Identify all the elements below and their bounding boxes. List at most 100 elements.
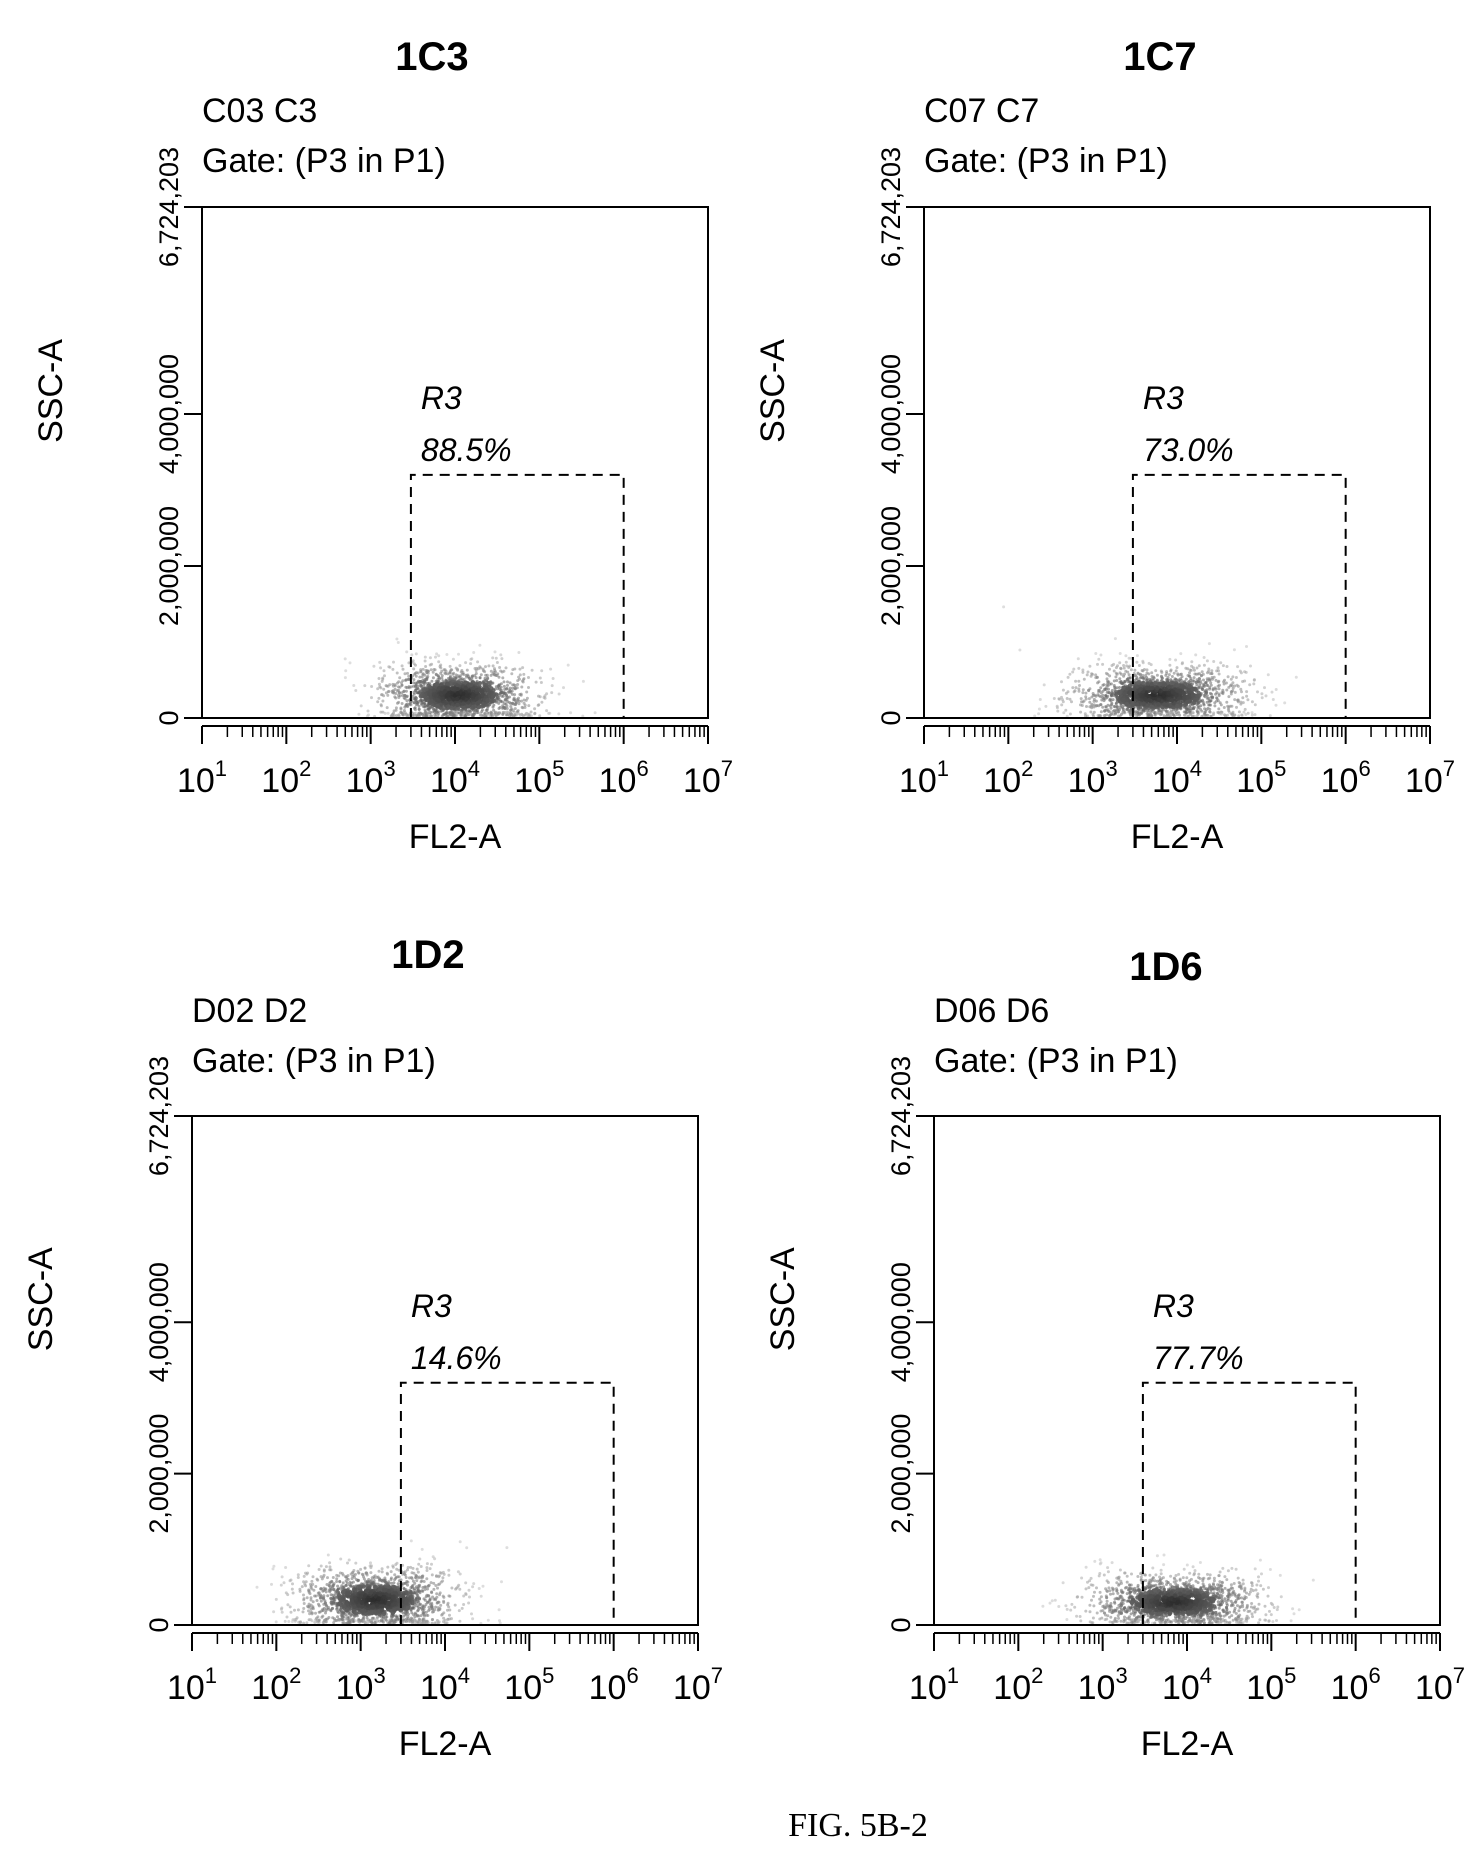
event-dot bbox=[465, 668, 469, 672]
event-dot bbox=[421, 687, 426, 692]
event-dot bbox=[503, 706, 507, 710]
event-dot bbox=[380, 1567, 384, 1571]
event-dot bbox=[444, 679, 448, 683]
event-dot bbox=[409, 685, 413, 689]
event-dot bbox=[491, 664, 495, 668]
event-dot bbox=[434, 1605, 438, 1609]
event-dot bbox=[439, 671, 443, 675]
event-dot bbox=[1106, 709, 1110, 713]
event-dot bbox=[501, 676, 505, 680]
event-dot bbox=[428, 1567, 432, 1571]
event-dot bbox=[347, 1616, 351, 1620]
event-dot bbox=[468, 678, 472, 682]
event-dot bbox=[398, 676, 402, 680]
event-dot bbox=[1225, 688, 1229, 692]
event-dot bbox=[461, 691, 466, 697]
event-dot bbox=[431, 670, 435, 674]
event-dot bbox=[398, 685, 402, 689]
event-dot bbox=[386, 1572, 389, 1576]
event-dot bbox=[414, 711, 418, 715]
event-dot bbox=[438, 1606, 442, 1610]
event-dot bbox=[359, 704, 363, 708]
event-dot bbox=[1082, 677, 1086, 681]
event-dot bbox=[412, 701, 416, 704]
event-dot bbox=[345, 1590, 350, 1596]
event-dot bbox=[434, 655, 437, 659]
event-dot bbox=[517, 712, 521, 716]
event-dot bbox=[510, 707, 514, 711]
event-dot bbox=[1209, 695, 1213, 699]
event-dot bbox=[1123, 672, 1126, 676]
event-dot bbox=[396, 1582, 400, 1586]
event-dot bbox=[510, 712, 514, 716]
event-dot bbox=[409, 1616, 413, 1620]
event-dot bbox=[508, 681, 512, 685]
event-dot bbox=[1099, 714, 1103, 718]
event-dot bbox=[466, 673, 470, 677]
event-dot bbox=[1156, 702, 1161, 707]
event-dot bbox=[374, 1603, 380, 1608]
event-dot bbox=[1202, 693, 1206, 697]
event-dot bbox=[419, 1614, 423, 1618]
event-dot bbox=[1145, 678, 1149, 682]
x-tick-label: 107 bbox=[673, 1663, 723, 1707]
x-axis-label: FL2-A bbox=[399, 1725, 492, 1763]
event-dot bbox=[419, 1580, 423, 1584]
event-dot bbox=[1118, 708, 1122, 712]
event-dot bbox=[428, 688, 433, 694]
event-dot bbox=[466, 704, 471, 709]
event-dot bbox=[274, 1620, 278, 1624]
event-dot bbox=[272, 1564, 276, 1568]
event-dot bbox=[400, 702, 404, 705]
event-dot bbox=[1241, 701, 1245, 705]
event-dot bbox=[458, 664, 462, 668]
event-dot bbox=[517, 696, 520, 700]
event-dot bbox=[366, 709, 370, 713]
event-dot bbox=[1264, 694, 1268, 698]
y-tick-label: 4,000,000 bbox=[154, 354, 184, 474]
event-dot bbox=[402, 1618, 405, 1622]
sample-label: C07 C7 bbox=[924, 92, 1039, 130]
gate-name: R3 bbox=[411, 1288, 452, 1324]
event-dot bbox=[285, 1615, 289, 1619]
event-dot bbox=[442, 1616, 446, 1620]
event-dot bbox=[402, 1587, 406, 1591]
event-dot bbox=[1202, 656, 1206, 659]
event-dot bbox=[505, 707, 509, 710]
event-dot bbox=[309, 1618, 313, 1621]
event-dot bbox=[390, 1602, 395, 1608]
event-dot bbox=[302, 1607, 306, 1610]
event-dot bbox=[1160, 670, 1164, 674]
event-dot bbox=[1105, 690, 1109, 694]
event-dot bbox=[522, 701, 526, 705]
event-dot bbox=[1084, 695, 1088, 699]
event-dot bbox=[1112, 662, 1116, 666]
event-dot bbox=[1138, 686, 1143, 692]
event-dot bbox=[1077, 679, 1081, 683]
event-dot bbox=[425, 671, 429, 674]
event-dot bbox=[335, 1577, 339, 1581]
event-dot bbox=[407, 661, 411, 665]
event-dot bbox=[469, 682, 474, 687]
event-dot bbox=[402, 689, 406, 693]
event-dot bbox=[520, 699, 523, 703]
event-dot bbox=[1137, 664, 1141, 667]
event-dot bbox=[402, 1571, 406, 1575]
event-dot bbox=[381, 699, 385, 703]
event-dot bbox=[1219, 661, 1223, 665]
event-dot bbox=[1225, 700, 1229, 704]
event-dot bbox=[498, 666, 502, 669]
event-dot bbox=[481, 708, 484, 712]
event-dot bbox=[391, 713, 395, 717]
event-dot bbox=[322, 1606, 326, 1610]
event-dot bbox=[1073, 1605, 1077, 1609]
event-dot bbox=[379, 666, 383, 670]
event-dot bbox=[468, 1595, 471, 1599]
event-dot bbox=[397, 688, 400, 692]
gate-label: Gate: (P3 in P1) bbox=[924, 142, 1168, 180]
event-dot bbox=[1202, 663, 1206, 667]
event-dot bbox=[469, 657, 473, 661]
event-dot bbox=[339, 1613, 343, 1617]
event-dot bbox=[455, 702, 460, 708]
event-dot bbox=[363, 1566, 367, 1570]
